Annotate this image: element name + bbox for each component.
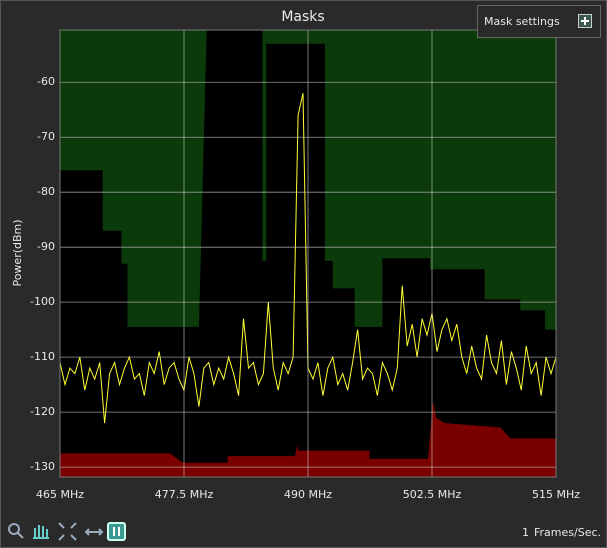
- y-tick-label: -80: [37, 185, 55, 198]
- fps-label: Frames/Sec.: [534, 526, 601, 539]
- plot-area: [60, 30, 556, 477]
- plot-frame: [59, 29, 557, 478]
- chart-title: Masks: [281, 9, 324, 25]
- zoom-tool[interactable]: [8, 523, 24, 539]
- y-tick-label: -130: [30, 460, 55, 473]
- pan-tool[interactable]: [33, 525, 49, 539]
- mask-settings-label[interactable]: Mask settings: [484, 15, 560, 28]
- x-tick-label: 490 MHz: [284, 488, 332, 501]
- y-tick-label: -90: [37, 240, 55, 253]
- pause-button[interactable]: [107, 522, 126, 541]
- x-tick-label: 502.5 MHz: [403, 488, 462, 501]
- axes: -60 -70 -80 -90 -100 -110 -120 -130 465 MHz 477.5…: [30, 29, 580, 501]
- y-tick-label: -120: [30, 405, 55, 418]
- fit-tool[interactable]: [58, 522, 77, 541]
- x-tick-label: 515 MHz: [532, 488, 580, 501]
- y-tick-label: -100: [30, 295, 55, 308]
- fps-value: 1: [522, 526, 529, 539]
- x-tick-label: 465 MHz: [36, 488, 84, 501]
- scale-tool[interactable]: [84, 528, 104, 536]
- toolbar: [8, 522, 126, 541]
- plus-icon: [581, 17, 589, 25]
- y-tick-label: -110: [30, 350, 55, 363]
- x-tick-label: 477.5 MHz: [155, 488, 214, 501]
- mask-settings-panel[interactable]: Mask settings: [477, 5, 601, 38]
- y-tick-label: -70: [37, 130, 55, 143]
- y-axis-label: Power(dBm): [11, 219, 24, 286]
- y-tick-label: -60: [37, 75, 55, 88]
